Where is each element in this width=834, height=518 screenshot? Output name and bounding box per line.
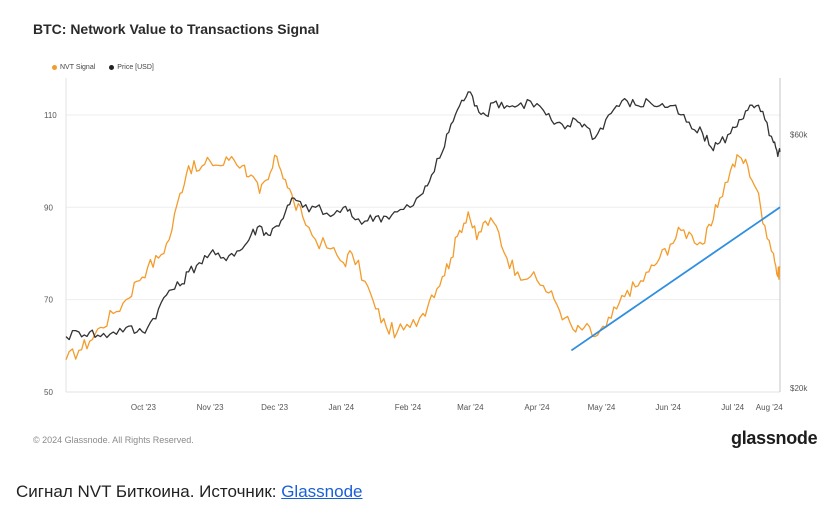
x-tick-label-5: Mar '24 <box>457 403 484 412</box>
glassnode-logo: glassnode <box>731 428 818 448</box>
legend-item-price[interactable]: Price [USD] <box>109 64 154 71</box>
y-tick-label-70: 70 <box>44 296 53 305</box>
x-tick-label-3: Jan '24 <box>329 403 355 412</box>
x-tick-label-4: Feb '24 <box>395 403 422 412</box>
chart-legend: NVT Signal Price [USD] <box>52 64 154 71</box>
copyright-text: © 2024 Glassnode. All Rights Reserved. <box>33 435 194 445</box>
trendline-0 <box>570 206 781 352</box>
x-tick-label-10: Aug '24 <box>756 403 783 412</box>
chart-title: BTC: Network Value to Transactions Signa… <box>33 21 320 37</box>
y-tick-label-50: 50 <box>44 388 53 397</box>
x-tick-label-9: Jul '24 <box>721 403 744 412</box>
caption-text: Сигнал NVT Биткоина. Источник: <box>16 482 282 501</box>
chart-svg: 50 70 90 110 $60k $20k Oct '23 Nov '23 Dec '23 Ja… <box>44 78 808 412</box>
legend-swatch-nvt <box>52 65 57 70</box>
series-line-nvt-signal <box>65 154 781 360</box>
legend-swatch-price <box>109 65 115 70</box>
legend-label-price: Price [USD] <box>117 64 154 71</box>
series-line-price <box>65 91 781 341</box>
y-tick-label-90: 90 <box>44 203 53 212</box>
legend-item-nvt[interactable]: NVT Signal <box>52 64 95 71</box>
caption-source-link[interactable]: Glassnode <box>281 482 363 501</box>
y-tick-label-110: 110 <box>44 111 57 120</box>
y-right-tick-label-1: $20k <box>790 384 808 393</box>
x-tick-label-6: Apr '24 <box>524 403 550 412</box>
y-right-tick-label-0: $60k <box>790 131 808 140</box>
x-tick-label-8: Jun '24 <box>655 403 681 412</box>
legend-label-nvt: NVT Signal <box>60 64 96 71</box>
figure-caption: Сигнал NVT Биткоина. Источник: Glassnode <box>16 482 362 502</box>
x-tick-label-2: Dec '23 <box>261 403 288 412</box>
x-tick-label-0: Oct '23 <box>131 403 157 412</box>
x-tick-label-7: May '24 <box>588 403 616 412</box>
x-tick-label-1: Nov '23 <box>197 403 224 412</box>
